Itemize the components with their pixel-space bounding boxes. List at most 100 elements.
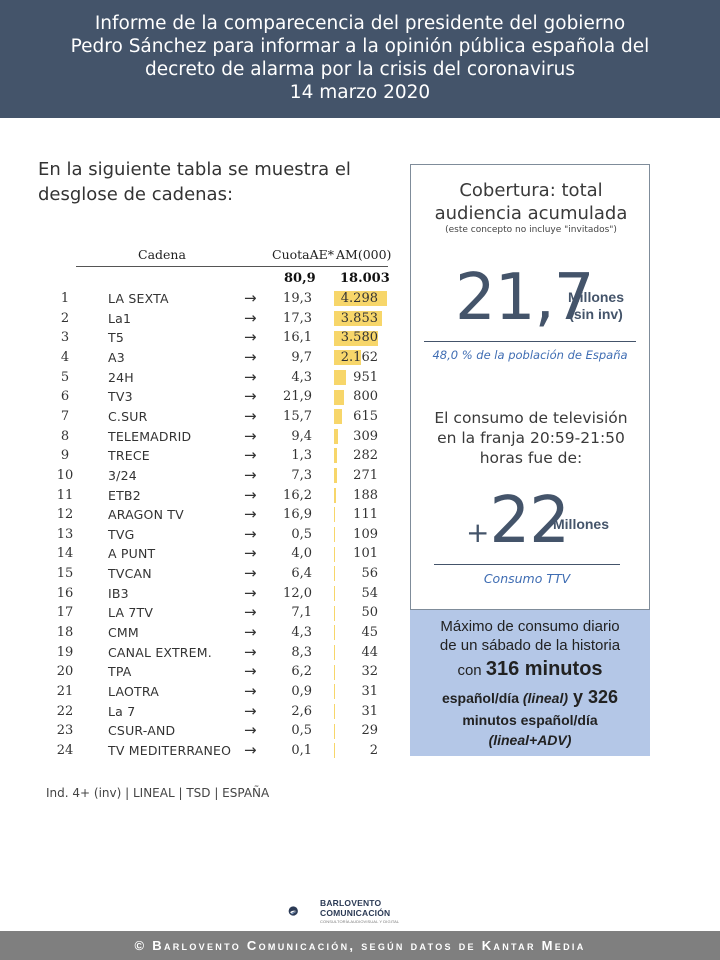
total-am: 18.003 [340,271,390,286]
arrow-icon: → [244,642,257,661]
channel-name: T5 [108,330,124,346]
cuota-cell: 2,6 [291,703,312,719]
am-bar [334,743,335,759]
arrow-icon: → [244,623,257,642]
rank-cell: 5 [60,369,70,385]
am-cell: 111 [353,507,378,523]
table-row: 20 TPA → 6,2 32 [0,662,400,682]
am-cell: 50 [361,605,378,621]
channel-name: IB3 [108,585,129,601]
table-row: 1 LA SEXTA → 19,3 4.298 [0,289,400,309]
header-date: 14 marzo 2020 [289,82,431,103]
am-bar [334,664,335,680]
arrow-icon: → [244,682,257,700]
arrow-icon: → [244,446,257,465]
consumo-line-3: horas fue de: [479,449,583,467]
arrow-icon: → [244,367,257,386]
cuota-cell: 7,3 [291,467,312,483]
record-line-3-pre: con [457,662,486,679]
record-highlight-box: Máximo de consumo diario de un sábado de… [410,610,650,756]
barlovento-logo [288,906,298,916]
rank-cell: 12 [56,507,74,523]
table-footnote: Ind. 4+ (inv) | LINEAL | TSD | ESPAÑA [46,786,270,800]
channel-name: La1 [108,310,132,326]
arrow-icon: → [244,505,257,524]
am-bar [334,527,336,543]
header-line-3: decreto de alarma por la crisis del coro… [144,59,576,80]
am-cell: 951 [353,369,378,385]
am-bar [334,350,361,366]
channel-name: La 7 [108,703,136,719]
channel-name: A PUNT [108,546,156,562]
channel-name: 3/24 [108,467,137,483]
rank-cell: 17 [56,605,74,621]
am-cell: 54 [361,585,378,601]
rank-cell: 7 [60,408,70,424]
rank-cell: 15 [56,566,74,582]
am-bar [334,507,336,523]
table-row: 14 A PUNT → 4,0 101 [0,544,400,564]
channel-name: TV3 [108,389,133,405]
arrow-icon: → [244,583,257,602]
am-bar [334,468,338,484]
table-row: 6 TV3 → 21,9 800 [0,387,400,407]
cuota-cell: 8,3 [291,644,312,660]
rank-cell: 23 [56,723,74,739]
am-cell: 4.298 [340,291,378,306]
coverage-title-line-2: audiencia acumulada [434,203,628,224]
channel-name: LAOTRA [108,684,159,699]
cuota-cell: 4,3 [291,369,312,385]
cuota-cell: 0,5 [291,723,312,739]
channel-name: TELEMADRID [108,428,192,444]
arrow-icon: → [244,406,257,425]
am-cell: 3.853 [340,310,378,326]
am-cell: 271 [353,467,378,483]
record-line-4-b: (lineal) [522,690,568,706]
header-line-1: Informe de la comparecencia del presiden… [94,13,626,34]
cuota-cell: 16,9 [283,507,312,523]
plus-sign: + [466,516,490,549]
arrow-icon: → [244,387,257,406]
cuota-cell: 19,3 [283,291,312,306]
rank-cell: 20 [56,664,74,680]
intro-line-2: desglose de cadenas: [38,184,234,205]
consumption-value: 22 [489,484,569,558]
rank-cell: 24 [56,742,74,758]
coverage-unit: Millones (sin inv) [568,289,624,323]
arrow-icon: → [244,721,257,740]
rank-cell: 4 [60,349,70,365]
table-row: 12 ARAGON TV → 16,9 111 [0,505,400,525]
table-row: 9 TRECE → 1,3 282 [0,446,400,466]
am-cell: 44 [361,644,378,660]
coverage-divider [424,341,636,342]
table-row: 23 CSUR-AND → 0,5 29 [0,721,400,741]
table-row: 22 La 7 → 2,6 31 [0,702,400,722]
am-cell: 309 [353,428,378,444]
am-cell: 109 [353,526,378,542]
arrow-icon: → [244,701,257,720]
arrow-icon: → [244,308,257,327]
total-cuota: 80,9 [284,271,316,286]
record-line-4-c: y 326 [568,687,619,707]
coverage-subnote: (este concepto no incluye "invitados") [445,225,617,235]
column-header-am: AM(000) [336,247,392,262]
arrow-icon: → [244,465,257,484]
table-header-rule [76,266,388,267]
channel-name: TRECE [108,448,150,464]
consumo-line-2: en la franja 20:59-21:50 [437,429,625,447]
cuota-cell: 16,1 [283,330,312,346]
channel-name: TVG [108,526,135,542]
table-row: 10 3/24 → 7,3 271 [0,466,400,486]
cuota-cell: 7,1 [291,605,312,621]
logo-text-line-3: CONSULTORÍA AUDIOVISUAL Y DIGITAL [320,919,400,924]
logo-text-line-1: BARLOVENTO [320,898,382,908]
am-bar [334,448,338,464]
am-cell: 188 [353,487,378,503]
intro-line-1: En la siguiente tabla se muestra el [38,159,351,180]
am-bar [334,566,335,582]
table-row: 5 24H → 4,3 951 [0,368,400,388]
arrow-icon: → [244,347,257,366]
am-bar [334,684,335,700]
rank-cell: 10 [56,467,74,483]
am-cell: 282 [353,448,378,464]
